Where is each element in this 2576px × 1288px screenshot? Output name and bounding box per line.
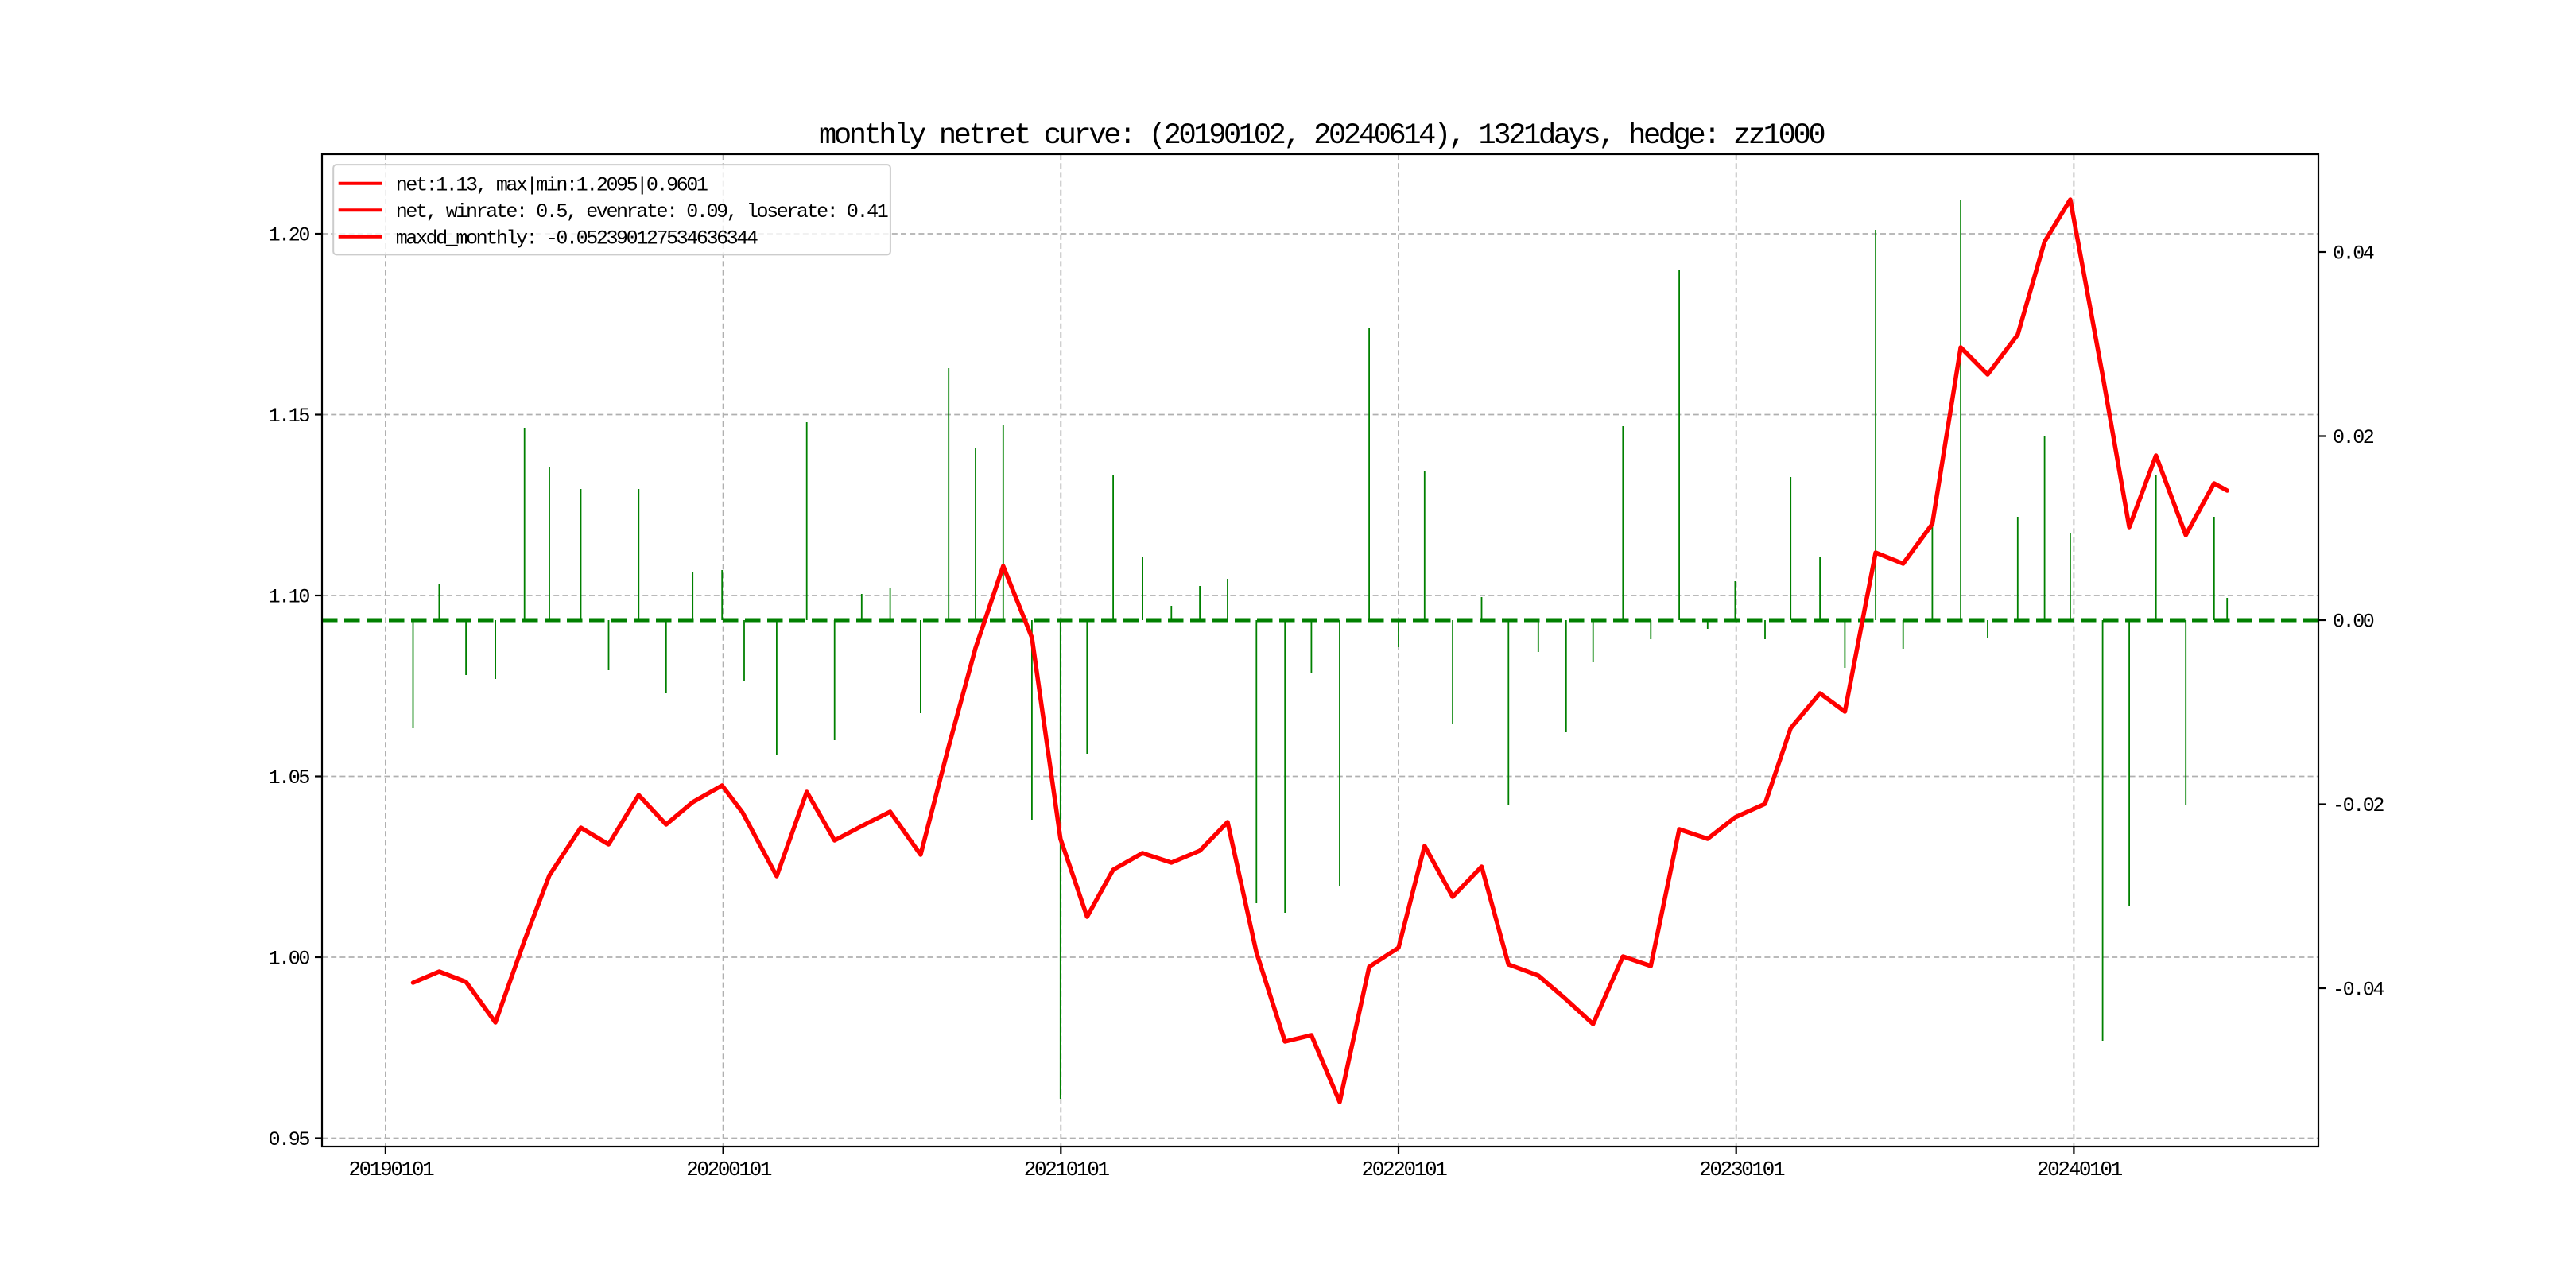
svg-text:20190101: 20190101 — [348, 1158, 434, 1181]
svg-text:0.02: 0.02 — [2333, 426, 2374, 449]
svg-text:20220101: 20220101 — [1361, 1158, 1447, 1181]
svg-text:0.95: 0.95 — [269, 1128, 310, 1151]
svg-text:1.20: 1.20 — [269, 224, 310, 247]
svg-text:20200101: 20200101 — [686, 1158, 772, 1181]
svg-text:-0.02: -0.02 — [2333, 794, 2384, 817]
svg-text:20240101: 20240101 — [2037, 1158, 2123, 1181]
svg-text:net, winrate: 0.5, evenrate: 0: net, winrate: 0.5, evenrate: 0.09, loser… — [396, 200, 888, 223]
svg-text:maxdd_monthly: -0.052390127534: maxdd_monthly: -0.052390127534636344 — [396, 227, 758, 250]
svg-text:0.04: 0.04 — [2333, 242, 2374, 266]
svg-text:net:1.13, max|min:1.2095|0.960: net:1.13, max|min:1.2095|0.9601 — [396, 173, 708, 196]
svg-text:1.00: 1.00 — [269, 948, 310, 971]
svg-text:monthly netret curve: (2019010: monthly netret curve: (20190102, 2024061… — [819, 119, 1824, 153]
svg-text:1.15: 1.15 — [269, 405, 310, 428]
svg-text:20210101: 20210101 — [1024, 1158, 1110, 1181]
svg-text:20230101: 20230101 — [1699, 1158, 1785, 1181]
svg-text:1.05: 1.05 — [269, 766, 310, 789]
svg-text:-0.04: -0.04 — [2333, 979, 2384, 1002]
svg-text:0.00: 0.00 — [2333, 611, 2374, 634]
svg-text:1.10: 1.10 — [269, 586, 310, 609]
